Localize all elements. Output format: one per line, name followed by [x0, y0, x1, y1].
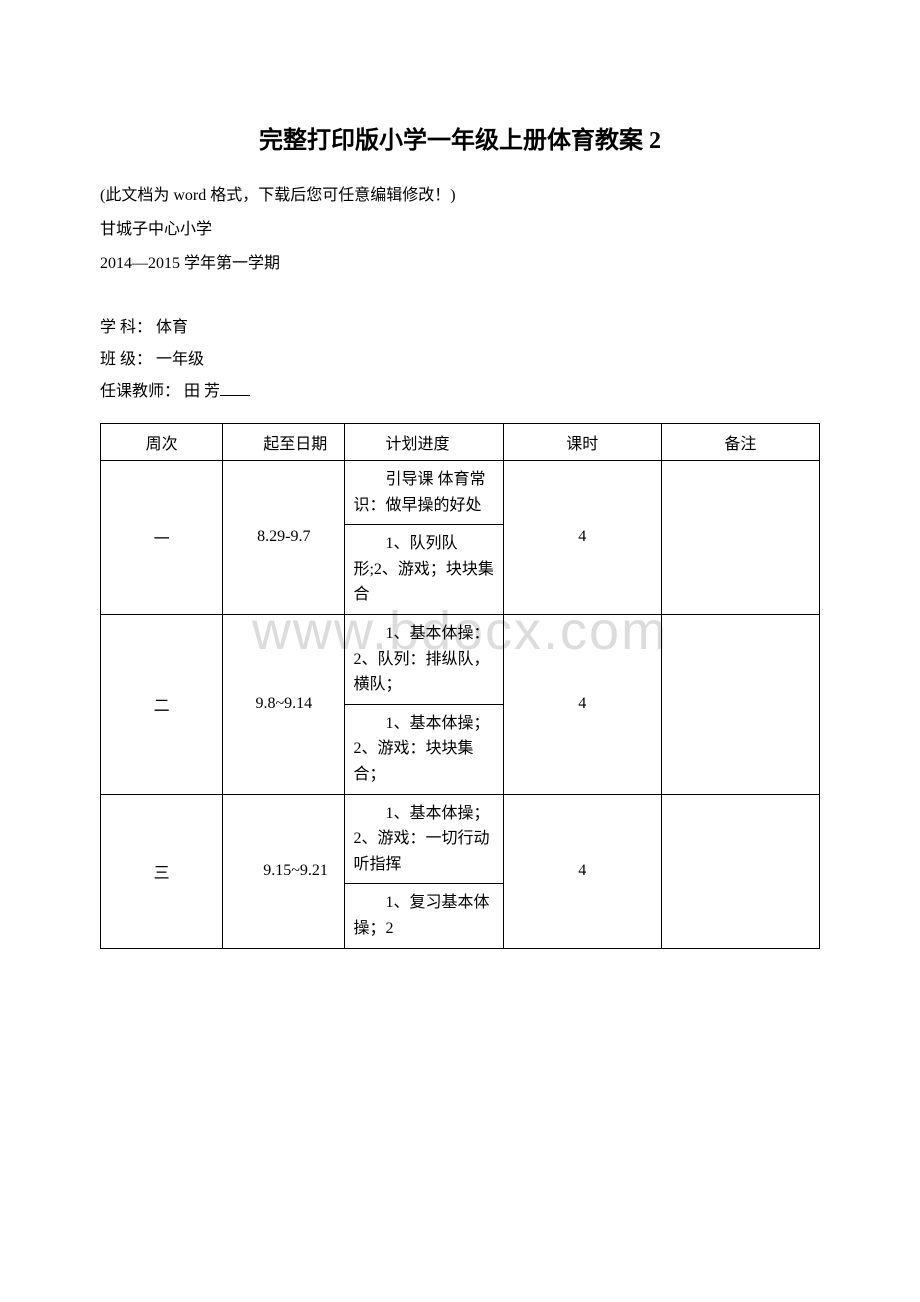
cell-note: [661, 794, 819, 948]
cell-note: [661, 461, 819, 615]
meta-note: (此文档为 word 格式，下载后您可任意编辑修改！): [100, 180, 820, 212]
cell-plan: 1、基本体操：2、队列：排纵队，横队； 1、基本体操；2、游戏：块块集合；: [345, 614, 503, 794]
info-block: 学 科： 体育 班 级： 一年级 任课教师： 田 芳: [100, 312, 820, 408]
subject-value: 体育: [152, 319, 188, 336]
class-value: 一年级: [152, 351, 204, 368]
plan-item: 1、基本体操：2、队列：排纵队，横队；: [345, 615, 502, 704]
document-content: 完整打印版小学一年级上册体育教案 2 (此文档为 word 格式，下载后您可任意…: [100, 120, 820, 949]
cell-hours: 4: [503, 614, 661, 794]
cell-date: 8.29-9.7: [223, 461, 345, 615]
plan-item: 1、复习基本体操；2: [345, 883, 502, 947]
class-label: 班 级：: [100, 351, 152, 368]
meta-school: 甘城子中心小学: [100, 214, 820, 246]
header-date: 起至日期: [223, 424, 345, 461]
cell-week: 一: [101, 461, 223, 615]
plan-item: 引导课 体育常识：做早操的好处: [345, 461, 502, 524]
cell-plan: 引导课 体育常识：做早操的好处 1、队列队形;2、游戏；块块集合: [345, 461, 503, 615]
schedule-table: 周次 起至日期 计划进度 课时 备注 一 8.29-9.7 引导课 体育常识：做…: [100, 423, 820, 949]
info-class: 班 级： 一年级: [100, 344, 820, 376]
table-header-row: 周次 起至日期 计划进度 课时 备注: [101, 424, 820, 461]
teacher-underline: [220, 395, 250, 396]
meta-semester: 2014—2015 学年第一学期: [100, 248, 820, 280]
cell-plan: 1、基本体操；2、游戏：一切行动听指挥 1、复习基本体操；2: [345, 794, 503, 948]
header-hours: 课时: [503, 424, 661, 461]
header-plan: 计划进度: [345, 424, 503, 461]
header-week: 周次: [101, 424, 223, 461]
info-teacher: 任课教师： 田 芳: [100, 376, 820, 408]
plan-item: 1、基本体操；2、游戏：一切行动听指挥: [345, 795, 502, 884]
cell-week: 三: [101, 794, 223, 948]
table-row: 三 9.15~9.21 1、基本体操；2、游戏：一切行动听指挥 1、复习基本体操…: [101, 794, 820, 948]
info-subject: 学 科： 体育: [100, 312, 820, 344]
table-row: 一 8.29-9.7 引导课 体育常识：做早操的好处 1、队列队形;2、游戏；块…: [101, 461, 820, 615]
plan-item: 1、基本体操；2、游戏：块块集合；: [345, 704, 502, 794]
teacher-label: 任课教师：: [100, 383, 180, 400]
document-title: 完整打印版小学一年级上册体育教案 2: [100, 120, 820, 155]
cell-date: 9.8~9.14: [223, 614, 345, 794]
header-note: 备注: [661, 424, 819, 461]
cell-date: 9.15~9.21: [223, 794, 345, 948]
cell-week: 二: [101, 614, 223, 794]
subject-label: 学 科：: [100, 319, 152, 336]
cell-hours: 4: [503, 794, 661, 948]
teacher-value: 田 芳: [180, 383, 220, 400]
cell-note: [661, 614, 819, 794]
plan-item: 1、队列队形;2、游戏；块块集合: [345, 524, 502, 614]
cell-hours: 4: [503, 461, 661, 615]
table-row: 二 9.8~9.14 1、基本体操：2、队列：排纵队，横队； 1、基本体操；2、…: [101, 614, 820, 794]
